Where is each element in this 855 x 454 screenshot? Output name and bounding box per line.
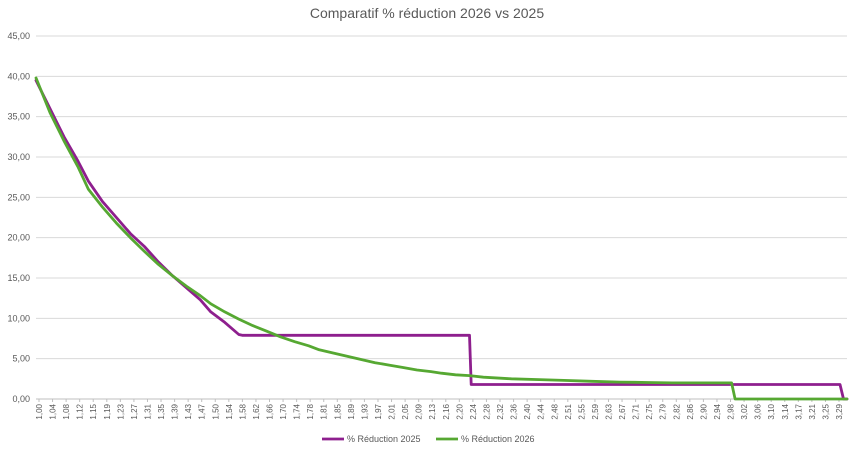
y-tick-label: 40,00 xyxy=(7,71,30,81)
x-tick-label: 1,23 xyxy=(116,403,125,419)
x-tick-label: 1,89 xyxy=(347,403,356,419)
x-tick-label: 1,19 xyxy=(103,403,112,419)
x-tick-label: 2,48 xyxy=(550,403,559,419)
x-tick-label: 3,25 xyxy=(821,403,830,419)
x-tick-label: 2,32 xyxy=(496,403,505,419)
y-tick-label: 0,00 xyxy=(12,394,30,404)
x-tick-label: 1,04 xyxy=(49,403,58,419)
x-tick-label: 3,17 xyxy=(794,403,803,419)
x-tick-label: 3,10 xyxy=(767,403,776,419)
x-tick-label: 1,27 xyxy=(130,403,139,419)
series-line-2025 xyxy=(34,79,849,401)
x-tick-label: 2,67 xyxy=(618,403,627,419)
x-tick-label: 1,15 xyxy=(89,403,98,419)
gridlines xyxy=(36,35,847,400)
x-tick-label: 1,93 xyxy=(360,403,369,419)
x-tick-label: 2,13 xyxy=(428,403,437,419)
x-tick-label: 1,66 xyxy=(266,403,275,419)
x-tick-label: 1,81 xyxy=(320,403,329,419)
x-tick-label: 1,39 xyxy=(171,403,180,419)
x-tick-label: 1,31 xyxy=(143,403,152,419)
x-tick-label: 3,21 xyxy=(808,403,817,419)
y-tick-label: 45,00 xyxy=(7,31,30,41)
series-lines xyxy=(34,76,849,401)
x-tick-label: 2,16 xyxy=(442,403,451,419)
x-axis-ticks: 1,00 1,04 1,08 1,12 1,15 1,19 1,23 1,27 1,31 1,35… xyxy=(35,399,844,420)
y-axis-ticks: 0,00 5,00 10,00 15,00 20,00 25,00 30,00 35,00 40… xyxy=(7,31,30,404)
x-tick-label: 2,44 xyxy=(537,403,546,419)
x-tick-label: 2,90 xyxy=(699,403,708,419)
x-tick-label: 1,12 xyxy=(76,403,85,419)
x-tick-label: 2,82 xyxy=(672,403,681,419)
x-tick-label: 1,74 xyxy=(293,403,302,419)
x-tick-label: 1,35 xyxy=(157,403,166,419)
x-tick-label: 2,09 xyxy=(415,403,424,419)
x-tick-label: 2,71 xyxy=(632,403,641,419)
x-tick-label: 2,36 xyxy=(510,403,519,419)
x-tick-label: 3,29 xyxy=(835,403,844,419)
y-tick-label: 30,00 xyxy=(7,152,30,162)
x-tick-label: 2,86 xyxy=(686,403,695,419)
x-tick-label: 2,28 xyxy=(482,403,491,419)
x-tick-label: 2,24 xyxy=(469,403,478,419)
series-line-2026 xyxy=(34,76,849,401)
y-tick-label: 5,00 xyxy=(12,354,30,364)
x-tick-label: 1,08 xyxy=(62,403,71,419)
x-tick-label: 2,55 xyxy=(577,403,586,419)
y-tick-label: 20,00 xyxy=(7,233,30,243)
x-tick-label: 2,63 xyxy=(604,403,613,419)
x-tick-label: 1,97 xyxy=(374,403,383,419)
x-tick-label: 1,47 xyxy=(198,403,207,419)
x-tick-label: 1,58 xyxy=(238,403,247,419)
y-tick-label: 10,00 xyxy=(7,313,30,323)
x-tick-label: 2,59 xyxy=(591,403,600,419)
x-tick-label: 2,98 xyxy=(727,403,736,419)
x-tick-label: 3,02 xyxy=(740,403,749,419)
y-tick-label: 15,00 xyxy=(7,273,30,283)
x-tick-label: 2,75 xyxy=(645,403,654,419)
x-tick-label: 2,40 xyxy=(523,403,532,419)
x-tick-label: 2,05 xyxy=(401,403,410,419)
x-tick-label: 1,62 xyxy=(252,403,261,419)
x-tick-label: 1,70 xyxy=(279,403,288,419)
x-tick-label: 2,79 xyxy=(659,403,668,419)
chart-title: Comparatif % réduction 2026 vs 2025 xyxy=(310,5,544,21)
x-tick-label: 1,43 xyxy=(184,403,193,419)
legend-label: % Réduction 2026 xyxy=(461,434,535,444)
legend: % Réduction 2025 % Réduction 2026 xyxy=(322,434,535,444)
x-tick-label: 3,14 xyxy=(781,403,790,419)
x-tick-label: 1,54 xyxy=(225,403,234,419)
x-tick-label: 2,01 xyxy=(388,403,397,419)
x-tick-label: 2,94 xyxy=(713,403,722,419)
x-tick-label: 2,20 xyxy=(455,403,464,419)
x-tick-label: 1,00 xyxy=(35,403,44,419)
y-tick-label: 25,00 xyxy=(7,192,30,202)
x-tick-label: 3,06 xyxy=(754,403,763,419)
x-tick-label: 1,78 xyxy=(306,403,315,419)
legend-label: % Réduction 2025 xyxy=(347,434,421,444)
x-tick-label: 2,51 xyxy=(564,403,573,419)
y-tick-label: 35,00 xyxy=(7,112,30,122)
x-tick-label: 1,50 xyxy=(211,403,220,419)
x-tick-label: 1,85 xyxy=(333,403,342,419)
